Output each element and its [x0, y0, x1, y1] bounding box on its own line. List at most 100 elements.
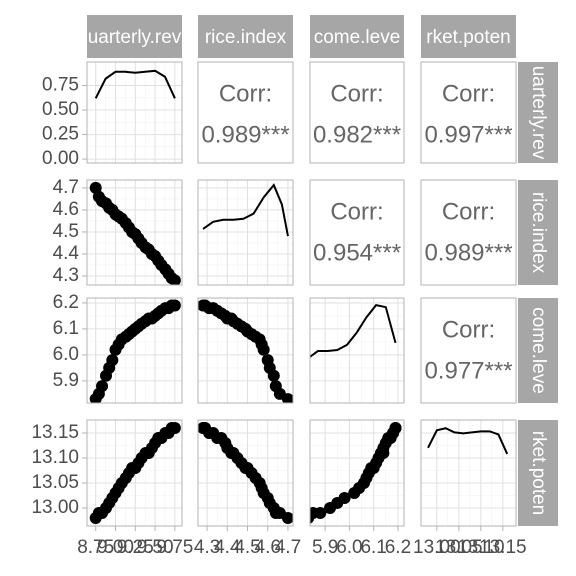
x-tick-label: 6.2	[385, 537, 411, 558]
strip-label: come.leve	[528, 307, 549, 394]
row-strip: come.leve	[518, 298, 558, 403]
panel	[421, 420, 516, 526]
panel-border	[86, 297, 183, 404]
y-tick-label: 0.25	[42, 124, 79, 145]
panel	[198, 298, 293, 403]
row-strip: rket.poten	[518, 420, 558, 526]
point	[168, 274, 181, 285]
panel-border	[309, 297, 405, 404]
y-tick-label: 6.0	[53, 344, 79, 365]
panel-border	[309, 419, 405, 527]
panel-border	[197, 61, 294, 164]
strip-label: rice.index	[205, 27, 287, 48]
panel	[87, 180, 182, 285]
panel	[198, 180, 293, 285]
panel-border	[86, 179, 183, 286]
corr-label: Corr:	[219, 80, 272, 107]
corr-value: 0.997***	[424, 121, 512, 148]
y-tick-label: 0.75	[42, 75, 79, 96]
column-strip: rket.poten	[421, 15, 516, 58]
corr-value: 0.954***	[313, 239, 401, 266]
y-tick-label: 4.3	[53, 265, 79, 286]
y-tick-label: 13.15	[31, 422, 79, 443]
x-tick-label: 4.3	[194, 537, 220, 558]
panel: Corr: 0.989***	[421, 180, 516, 285]
y-tick-label: 13.05	[31, 472, 79, 493]
panel-bg	[310, 180, 404, 285]
panel-border	[197, 179, 294, 286]
strip-bg	[518, 420, 558, 526]
point	[106, 354, 119, 367]
density-line	[427, 427, 509, 455]
panel: Corr: 0.982***	[310, 62, 404, 163]
panel-bg	[310, 62, 404, 163]
panel-bg	[421, 180, 516, 285]
panel: Corr: 0.997***	[421, 62, 516, 163]
corr-value: 0.989***	[201, 121, 289, 148]
point	[198, 299, 210, 312]
strip-bg	[518, 180, 558, 285]
corr-label: Corr:	[330, 80, 383, 107]
panel-bg	[421, 298, 516, 403]
strip-label: rket.poten	[426, 27, 511, 48]
panel	[87, 420, 182, 526]
density-line	[310, 304, 397, 359]
point	[314, 507, 327, 519]
x-tick-label: 9.50	[137, 537, 174, 558]
panel-bg	[198, 62, 293, 163]
strip-label: uarterly.rev	[88, 27, 182, 48]
x-tick-label: 13.00	[413, 537, 461, 558]
point	[198, 422, 210, 434]
x-tick-label: 5.9	[312, 537, 338, 558]
panel	[310, 420, 404, 526]
strip-label: rice.index	[528, 192, 549, 274]
y-tick-label: 6.1	[53, 318, 79, 339]
panel-border	[420, 179, 517, 286]
point	[96, 380, 109, 393]
strip-label: come.leve	[314, 27, 401, 48]
panel: Corr: 0.954***	[310, 180, 404, 285]
corr-value: 0.989***	[424, 239, 512, 266]
point	[261, 354, 274, 367]
x-tick-label: 4.4	[214, 537, 241, 558]
row-strip: rice.index	[518, 180, 558, 285]
density-line	[94, 69, 176, 99]
panel-border	[309, 179, 405, 286]
y-tick-label: 5.9	[53, 370, 79, 391]
strip-label: rket.poten	[528, 431, 549, 516]
panel-bg	[198, 180, 293, 285]
panel	[87, 62, 182, 163]
panel-border	[86, 61, 183, 164]
strip-bg	[198, 15, 293, 58]
panel-border	[86, 419, 183, 527]
panel	[310, 298, 404, 403]
x-tick-label: 6.1	[360, 537, 386, 558]
panel	[198, 420, 293, 526]
y-tick-label: 13.10	[31, 447, 79, 468]
y-tick-label: 4.7	[53, 177, 79, 198]
x-tick-label: 13.15	[479, 537, 527, 558]
column-strip: rice.index	[198, 15, 293, 58]
strip-label: uarterly.rev	[528, 66, 549, 160]
column-strip: uarterly.rev	[87, 15, 182, 58]
panel	[87, 298, 182, 403]
point	[389, 422, 402, 434]
panel-border	[420, 419, 517, 527]
panel: Corr: 0.989***	[198, 62, 293, 163]
corr-label: Corr:	[442, 80, 495, 107]
panel-bg	[87, 62, 182, 163]
density-line	[202, 183, 289, 237]
y-tick-label: 0.00	[42, 148, 79, 169]
panel-border	[309, 61, 405, 164]
x-tick-label: 9.75	[156, 537, 193, 558]
strip-bg	[518, 62, 558, 163]
y-tick-label: 13.00	[31, 497, 79, 518]
panel-bg	[421, 62, 516, 163]
corr-label: Corr:	[442, 198, 495, 225]
panel-bg	[421, 420, 516, 526]
x-tick-label: 8.75	[77, 537, 114, 558]
x-tick-label: 4.7	[275, 537, 301, 558]
point	[168, 299, 181, 312]
panel-border	[420, 297, 517, 404]
